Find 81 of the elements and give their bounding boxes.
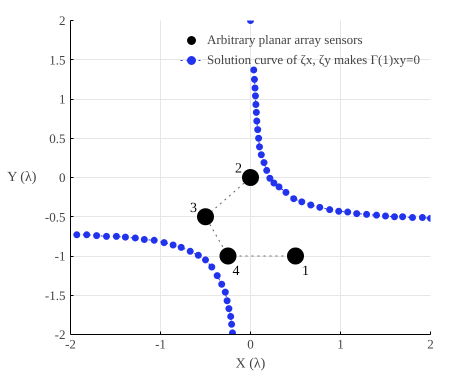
point xyxy=(326,206,334,214)
point xyxy=(263,166,270,174)
point xyxy=(276,183,283,190)
point xyxy=(178,244,185,251)
y-tick-label: -2 xyxy=(54,327,66,342)
x-tick-label: 1 xyxy=(337,336,344,352)
point xyxy=(252,108,260,116)
y-tick-label: 0.5 xyxy=(49,130,66,146)
point xyxy=(252,84,258,92)
point xyxy=(253,117,260,124)
y-tick-label: -1.5 xyxy=(44,288,66,303)
y-tick-label: 1 xyxy=(59,92,66,106)
y-tick-label: -1 xyxy=(54,248,66,264)
y-tick-label: 0 xyxy=(59,170,66,185)
y-tick-label: -0.5 xyxy=(44,209,66,224)
point xyxy=(282,188,290,196)
point xyxy=(344,208,352,216)
point xyxy=(224,297,231,304)
point xyxy=(353,210,360,218)
point xyxy=(391,213,398,220)
point xyxy=(122,234,129,241)
point xyxy=(222,288,229,296)
point xyxy=(270,180,278,186)
annotation: 3 xyxy=(190,200,197,216)
point xyxy=(225,305,232,312)
point xyxy=(382,212,389,220)
point xyxy=(250,66,258,74)
point xyxy=(399,213,406,220)
point xyxy=(242,169,259,186)
y-axis-title: Y (λ) xyxy=(7,170,37,185)
legend-label: Arbitrary planar array sensors xyxy=(207,32,363,48)
y-tick-label: 2 xyxy=(59,13,66,28)
point xyxy=(287,248,304,264)
point xyxy=(218,280,226,288)
point xyxy=(194,252,202,259)
point xyxy=(418,214,426,222)
point xyxy=(214,272,221,280)
point xyxy=(150,236,158,244)
point xyxy=(256,143,263,150)
point xyxy=(229,329,236,334)
point xyxy=(258,151,265,158)
y-tick-label: 1.5 xyxy=(49,52,66,68)
point xyxy=(186,248,194,255)
point xyxy=(266,174,274,182)
annotation: 1 xyxy=(302,264,309,279)
x-axis-title: X (λ) xyxy=(236,356,266,372)
point xyxy=(170,242,177,249)
point xyxy=(252,92,259,100)
point xyxy=(252,101,260,108)
legend-label: Solution curve of ζx, ζy makes Γ(1)xy=0 xyxy=(207,52,420,68)
point xyxy=(409,214,416,222)
point xyxy=(255,134,262,142)
point xyxy=(373,212,380,219)
point xyxy=(103,232,110,240)
annotation: 4 xyxy=(232,264,240,279)
point xyxy=(73,231,80,238)
point xyxy=(227,312,234,320)
point xyxy=(335,208,342,215)
point xyxy=(202,256,209,264)
point xyxy=(307,201,314,208)
point xyxy=(83,231,90,238)
point xyxy=(93,232,100,240)
point xyxy=(298,198,306,206)
x-tick-label: 0 xyxy=(247,336,254,352)
point xyxy=(316,204,324,211)
point xyxy=(140,236,148,244)
point xyxy=(197,208,214,226)
point xyxy=(363,210,370,218)
annotation: 2 xyxy=(235,162,242,176)
point xyxy=(112,232,120,240)
point xyxy=(220,248,236,264)
point xyxy=(290,195,298,202)
x-tick-label: 2 xyxy=(427,336,434,352)
x-tick-label: -1 xyxy=(155,336,166,352)
point xyxy=(208,263,216,270)
point xyxy=(228,320,236,328)
point xyxy=(132,234,139,242)
point xyxy=(260,159,268,166)
point xyxy=(250,76,258,83)
point xyxy=(160,239,168,246)
point xyxy=(254,126,262,134)
